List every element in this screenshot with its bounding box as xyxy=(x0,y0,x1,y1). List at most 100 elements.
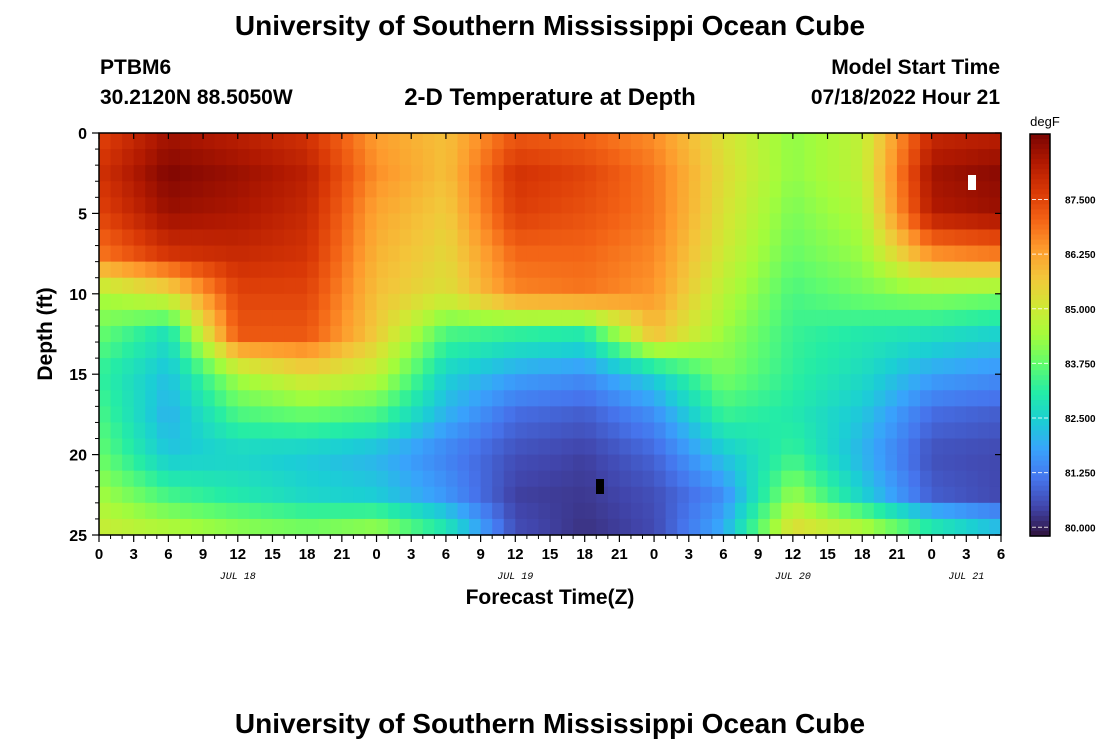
heatmap-cell xyxy=(399,438,412,456)
heatmap-cell xyxy=(307,518,320,536)
heatmap-cell xyxy=(272,245,285,263)
heatmap-cell xyxy=(376,406,389,424)
heatmap-cell xyxy=(168,213,181,231)
heatmap-cell xyxy=(203,261,216,279)
heatmap-cell xyxy=(168,325,181,343)
heatmap-cell xyxy=(642,470,655,488)
heatmap-cell xyxy=(885,486,898,504)
heatmap-cell xyxy=(746,133,759,150)
heatmap-cell xyxy=(249,149,262,166)
heatmap-cell xyxy=(492,438,505,456)
heatmap-cell xyxy=(966,342,979,359)
heatmap-cell xyxy=(364,518,378,536)
heatmap-cell xyxy=(700,197,713,214)
heatmap-cell xyxy=(862,197,875,214)
heatmap-cell xyxy=(156,245,169,263)
heatmap-cell xyxy=(827,181,840,198)
heatmap-cell xyxy=(318,422,331,440)
heatmap-cell xyxy=(179,502,193,520)
heatmap-cell xyxy=(526,133,540,150)
heatmap-cell xyxy=(376,325,389,343)
heatmap-cell xyxy=(896,502,910,520)
heatmap-cell xyxy=(122,309,135,327)
heatmap-cell xyxy=(191,133,204,150)
heatmap-cell xyxy=(376,181,389,198)
heatmap-cell xyxy=(896,325,910,343)
heatmap-cell xyxy=(526,165,540,182)
heatmap-cell xyxy=(873,309,886,327)
heatmap-cell xyxy=(145,293,158,311)
heatmap-cell xyxy=(133,197,146,214)
heatmap-cell xyxy=(422,374,435,391)
heatmap-cell xyxy=(642,438,655,456)
heatmap-cell xyxy=(457,358,470,375)
heatmap-cell xyxy=(989,390,1002,407)
date-labels: JUL 18 JUL 19 JUL 20 JUL 21 xyxy=(220,572,985,583)
heatmap-cell xyxy=(711,325,725,343)
heatmap-cell xyxy=(492,374,505,391)
heatmap-cell xyxy=(526,502,540,520)
heatmap-cell xyxy=(237,245,250,263)
colorbar-segment xyxy=(1030,420,1050,427)
heatmap-cell xyxy=(735,406,748,424)
heatmap-cell xyxy=(249,454,262,472)
x-tick-label: 15 xyxy=(819,546,836,563)
heatmap-cell xyxy=(168,422,181,440)
heatmap-cell xyxy=(341,470,355,488)
heatmap-cell xyxy=(122,229,135,247)
heatmap-cell xyxy=(573,309,586,327)
heatmap-cell xyxy=(353,133,366,150)
heatmap-cell xyxy=(457,133,470,150)
heatmap-cell xyxy=(711,261,725,279)
heatmap-cell xyxy=(445,502,459,520)
heatmap-cell xyxy=(492,229,505,247)
heatmap-cell xyxy=(399,390,412,407)
heatmap-cell xyxy=(237,518,250,536)
colorbar-segment xyxy=(1030,199,1050,205)
heatmap-cell xyxy=(977,197,991,214)
heatmap-cell xyxy=(943,342,956,359)
heatmap-cell xyxy=(619,133,632,150)
heatmap-cell xyxy=(469,213,482,231)
heatmap-cell xyxy=(237,438,250,456)
y-tick-label: 20 xyxy=(69,448,87,465)
colorbar-segment xyxy=(1030,435,1050,442)
heatmap-cell xyxy=(839,229,852,247)
heatmap-cell xyxy=(746,309,759,327)
heatmap-cell xyxy=(966,438,979,456)
heatmap-cell xyxy=(122,245,135,263)
heatmap-cell xyxy=(284,261,297,279)
heatmap-cell xyxy=(110,229,123,247)
heatmap-cell xyxy=(769,422,782,440)
heatmap-cell xyxy=(133,277,146,295)
heatmap-cell xyxy=(827,358,840,375)
heatmap-cell xyxy=(885,406,898,424)
heatmap-cell xyxy=(526,309,540,327)
colorbar-frame xyxy=(1029,133,1051,537)
heatmap-cell xyxy=(896,181,910,198)
heatmap-cell xyxy=(411,342,424,359)
heatmap-cell xyxy=(110,181,123,198)
heatmap-cell xyxy=(654,454,667,472)
heatmap-cell xyxy=(931,165,944,182)
heatmap-cell xyxy=(769,406,782,424)
heatmap-cell xyxy=(538,454,551,472)
heatmap-cell xyxy=(179,261,193,279)
heatmap-cell xyxy=(237,181,250,198)
heatmap-cell xyxy=(642,358,655,375)
heatmap-cell xyxy=(318,165,331,182)
heatmap-cell xyxy=(145,309,158,327)
heatmap-cell xyxy=(399,245,412,263)
heatmap-cell xyxy=(954,422,967,440)
heatmap-cell xyxy=(445,165,459,182)
heatmap-cell xyxy=(526,518,540,536)
heatmap-cell xyxy=(630,502,644,520)
heatmap-cell xyxy=(630,390,644,407)
heatmap-cell xyxy=(122,518,135,536)
heatmap-cell xyxy=(966,293,979,311)
heatmap-cell xyxy=(307,374,320,391)
heatmap-cell xyxy=(688,261,701,279)
heatmap-cell xyxy=(133,309,146,327)
heatmap-cell xyxy=(295,149,308,166)
heatmap-cell xyxy=(422,229,435,247)
